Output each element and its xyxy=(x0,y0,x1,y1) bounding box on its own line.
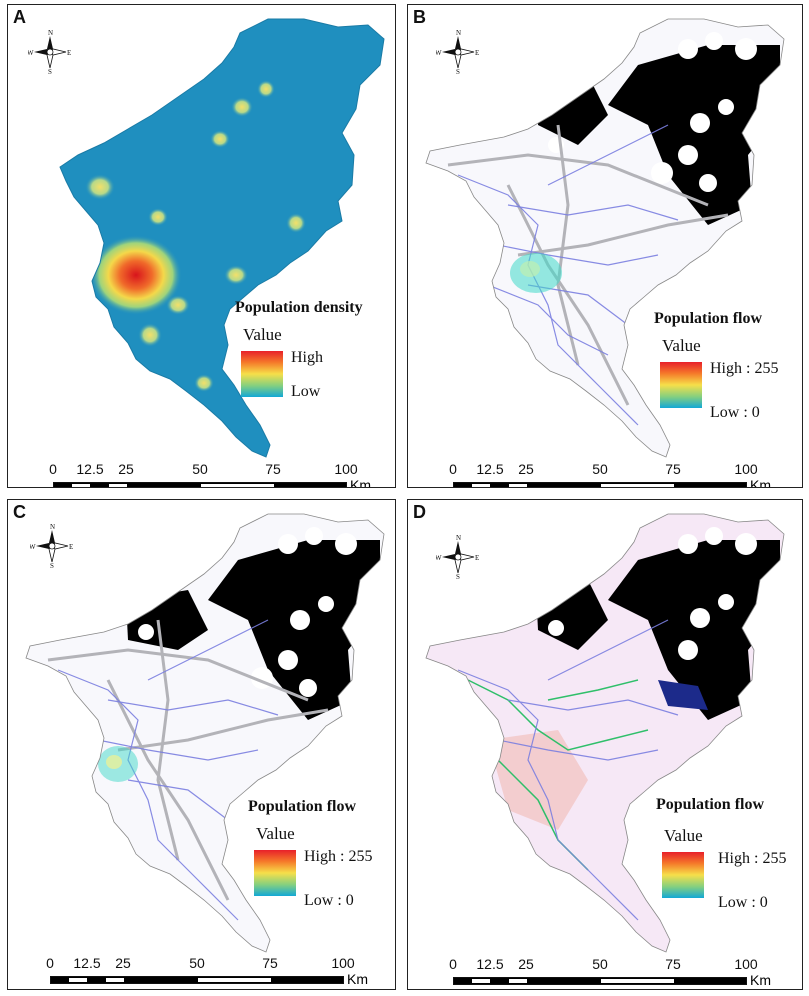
compass-e: E xyxy=(69,543,73,551)
scale-unit: Km xyxy=(347,971,368,987)
scale-unit: Km xyxy=(750,477,771,488)
scale-tick: 50 xyxy=(592,461,608,477)
legend-value-label: Value xyxy=(256,824,295,843)
panel-letter: C xyxy=(13,502,26,522)
legend-value-label: Value xyxy=(243,325,282,344)
scale-unit: Km xyxy=(350,477,371,488)
scale-tick: 75 xyxy=(665,956,681,972)
population-flow-map xyxy=(425,18,785,458)
panel-d: D N S E W Population flow Value High : 2… xyxy=(407,499,803,990)
scale-tick: 75 xyxy=(665,461,681,477)
panel-letter: B xyxy=(413,7,426,27)
scale-bar-graphic xyxy=(453,977,747,985)
legend-high-label: High xyxy=(291,349,323,366)
legend: Population density Value High Low xyxy=(235,299,395,429)
legend-title: Population density xyxy=(235,299,363,316)
scale-unit: Km xyxy=(750,972,771,988)
panel-a: A N S E W Population density Value High … xyxy=(7,4,396,488)
population-flow-map xyxy=(25,513,385,953)
scale-bar-graphic xyxy=(50,976,344,984)
legend-low-label: Low : 0 xyxy=(304,892,354,909)
scale-tick: 12.5 xyxy=(476,461,504,477)
scale-tick: 25 xyxy=(115,955,131,971)
scale-tick: 0 xyxy=(46,955,54,971)
color-ramp xyxy=(254,850,296,896)
scale-tick: 25 xyxy=(518,461,534,477)
scale-bar: 0 12.5 25 50 75 100 Km xyxy=(449,461,793,488)
legend-title: Population flow xyxy=(654,310,763,327)
legend-high-label: High : 255 xyxy=(710,360,779,377)
scale-bar-graphic xyxy=(453,482,747,487)
compass-e: E xyxy=(67,49,71,57)
scale-bar: 0 12.5 25 50 75 100 Km xyxy=(46,955,390,989)
panel-c: C N S E W Population flow Value High : 2… xyxy=(7,499,396,990)
color-ramp xyxy=(662,852,704,898)
compass-w: W xyxy=(30,543,36,551)
color-ramp xyxy=(660,362,702,408)
compass-rose-icon: N S E W xyxy=(29,523,74,570)
legend-high-label: High : 255 xyxy=(718,850,787,867)
compass-e: E xyxy=(475,554,479,562)
compass-s: S xyxy=(456,573,460,579)
compass-n: N xyxy=(456,30,461,37)
scale-bar-graphic xyxy=(53,482,347,487)
compass-rose-icon: N S E W xyxy=(435,534,480,581)
population-density-map xyxy=(59,18,385,458)
compass-n: N xyxy=(50,524,55,531)
scale-tick: 75 xyxy=(262,955,278,971)
scale-tick: 0 xyxy=(49,461,57,477)
color-ramp xyxy=(241,351,283,397)
scale-tick: 25 xyxy=(118,461,134,477)
scale-tick: 0 xyxy=(449,956,457,972)
legend-title: Population flow xyxy=(656,796,765,813)
scale-tick: 25 xyxy=(518,956,534,972)
scale-tick: 50 xyxy=(592,956,608,972)
legend-value-label: Value xyxy=(662,336,701,355)
scale-tick: 50 xyxy=(189,955,205,971)
panel-b: B N S E W Population flow Value High : 2… xyxy=(407,4,803,488)
compass-s: S xyxy=(50,562,54,568)
legend: Population flow Value High : 255 Low : 0 xyxy=(656,796,802,926)
compass-w: W xyxy=(436,554,442,562)
compass-rose-icon: N S E W xyxy=(435,29,480,76)
legend-high-label: High : 255 xyxy=(304,848,373,865)
scale-tick: 12.5 xyxy=(76,461,104,477)
compass-w: W xyxy=(436,49,442,57)
compass-s: S xyxy=(456,68,460,74)
compass-rose-icon: N S E W xyxy=(27,29,72,76)
compass-w: W xyxy=(28,49,34,57)
population-flow-map xyxy=(425,513,785,953)
scale-tick: 100 xyxy=(331,955,355,971)
compass-s: S xyxy=(48,68,52,74)
compass-n: N xyxy=(48,30,53,37)
legend-low-label: Low xyxy=(291,383,321,400)
scale-bar: 0 12.5 25 50 75 100 Km xyxy=(49,461,393,488)
panel-letter: A xyxy=(13,7,26,27)
scale-tick: 50 xyxy=(192,461,208,477)
legend-value-label: Value xyxy=(664,826,703,845)
scale-tick: 100 xyxy=(334,461,358,477)
compass-e: E xyxy=(475,49,479,57)
compass-n: N xyxy=(456,535,461,542)
scale-tick: 100 xyxy=(734,461,758,477)
scale-tick: 12.5 xyxy=(476,956,504,972)
scale-tick: 12.5 xyxy=(73,955,101,971)
scale-tick: 0 xyxy=(449,461,457,477)
legend: Population flow Value High : 255 Low : 0 xyxy=(248,798,395,923)
scale-tick: 100 xyxy=(734,956,758,972)
legend: Population flow Value High : 255 Low : 0 xyxy=(654,310,802,435)
scale-bar: 0 12.5 25 50 75 100 Km xyxy=(449,956,793,989)
panel-letter: D xyxy=(413,502,426,522)
scale-tick: 75 xyxy=(265,461,281,477)
legend-title: Population flow xyxy=(248,798,357,815)
legend-low-label: Low : 0 xyxy=(718,894,768,911)
legend-low-label: Low : 0 xyxy=(710,404,760,421)
